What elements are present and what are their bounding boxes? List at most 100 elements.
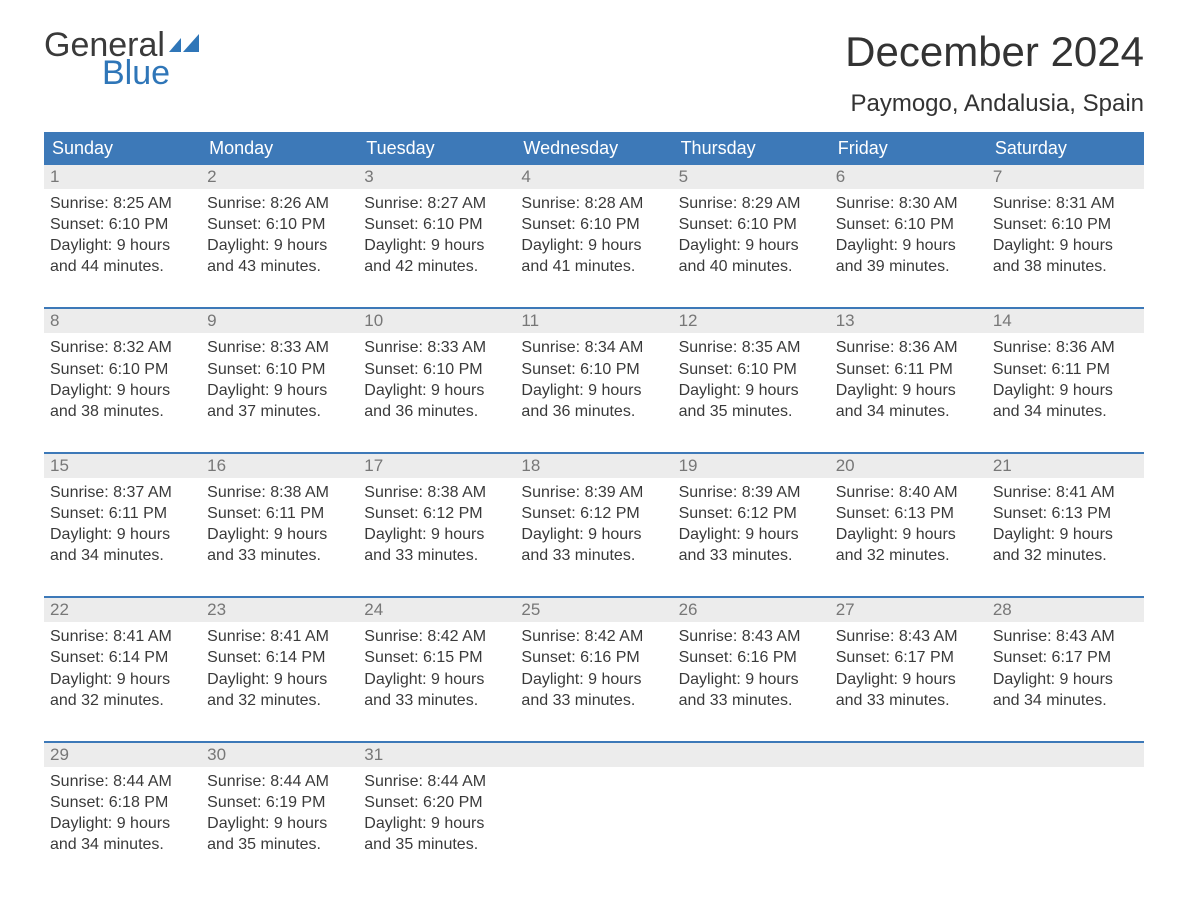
sunrise-line: Sunrise: 8:44 AM (207, 771, 352, 792)
daylight-line-1: Daylight: 9 hours (364, 380, 509, 401)
sunset-line: Sunset: 6:11 PM (207, 503, 352, 524)
day-number-bar: 9 (201, 309, 358, 333)
daylight-line-2: and 33 minutes. (521, 690, 666, 711)
day-cell: 29Sunrise: 8:44 AMSunset: 6:18 PMDayligh… (44, 743, 201, 871)
day-cell: 17Sunrise: 8:38 AMSunset: 6:12 PMDayligh… (358, 454, 515, 582)
day-number: 25 (521, 600, 540, 619)
day-number-bar: 28 (987, 598, 1144, 622)
sunrise-line: Sunrise: 8:42 AM (364, 626, 509, 647)
daylight-line-2: and 39 minutes. (836, 256, 981, 277)
sunrise-line: Sunrise: 8:33 AM (207, 337, 352, 358)
day-cell: 26 Sunrise: 8:43 AMSunset: 6:16 PMDayligh… (673, 598, 830, 726)
day-details: Sunrise: 8:30 AMSunset: 6:10 PMDaylight:… (830, 189, 987, 293)
sunrise-line: Sunrise: 8:38 AM (207, 482, 352, 503)
day-cell (515, 743, 672, 871)
daylight-line-2: and 33 minutes. (364, 690, 509, 711)
day-number-bar: 25 (515, 598, 672, 622)
day-details: Sunrise: 8:33 AMSunset: 6:10 PMDaylight:… (201, 333, 358, 437)
day-cell: 13Sunrise: 8:36 AMSunset: 6:11 PMDayligh… (830, 309, 987, 437)
daylight-line-2: and 33 minutes. (679, 545, 824, 566)
sunset-line: Sunset: 6:10 PM (836, 214, 981, 235)
sunrise-line: Sunrise: 8:30 AM (836, 193, 981, 214)
daylight-line-2: and 36 minutes. (364, 401, 509, 422)
day-number: 14 (993, 311, 1012, 330)
day-number: 22 (50, 600, 69, 619)
daylight-line-1: Daylight: 9 hours (521, 380, 666, 401)
day-details: Sunrise: 8:42 AMSunset: 6:15 PMDaylight:… (358, 622, 515, 726)
daylight-line-2: and 34 minutes. (993, 690, 1138, 711)
day-details: Sunrise: 8:41 AMSunset: 6:14 PMDaylight:… (201, 622, 358, 726)
daylight-line-1: Daylight: 9 hours (50, 380, 195, 401)
sunrise-line: Sunrise: 8:38 AM (364, 482, 509, 503)
daylight-line-1: Daylight: 9 hours (207, 669, 352, 690)
day-number: 29 (50, 745, 69, 764)
day-cell: 15Sunrise: 8:37 AMSunset: 6:11 PMDayligh… (44, 454, 201, 582)
day-number: 20 (836, 456, 855, 475)
daylight-line-1: Daylight: 9 hours (836, 235, 981, 256)
empty-day-bar (987, 743, 1144, 767)
day-number-bar: 19 (673, 454, 830, 478)
day-details: Sunrise: 8:39 AMSunset: 6:12 PMDaylight:… (673, 478, 830, 582)
daylight-line-1: Daylight: 9 hours (993, 380, 1138, 401)
day-number-bar: 7 (987, 165, 1144, 189)
sunset-line: Sunset: 6:18 PM (50, 792, 195, 813)
day-number: 10 (364, 311, 383, 330)
sunrise-line: Sunrise: 8:43 AM (993, 626, 1138, 647)
daylight-line-1: Daylight: 9 hours (836, 380, 981, 401)
day-cell: 14Sunrise: 8:36 AMSunset: 6:11 PMDayligh… (987, 309, 1144, 437)
day-number-bar: 30 (201, 743, 358, 767)
day-cell: 16Sunrise: 8:38 AMSunset: 6:11 PMDayligh… (201, 454, 358, 582)
day-number-bar: 2 (201, 165, 358, 189)
day-cell: 12Sunrise: 8:35 AMSunset: 6:10 PMDayligh… (673, 309, 830, 437)
day-cell (987, 743, 1144, 871)
weekday-header: Saturday (987, 132, 1144, 165)
daylight-line-1: Daylight: 9 hours (993, 669, 1138, 690)
sunrise-line: Sunrise: 8:26 AM (207, 193, 352, 214)
sunset-line: Sunset: 6:16 PM (521, 647, 666, 668)
sunset-line: Sunset: 6:14 PM (50, 647, 195, 668)
daylight-line-1: Daylight: 9 hours (679, 380, 824, 401)
day-details: Sunrise: 8:32 AMSunset: 6:10 PMDaylight:… (44, 333, 201, 437)
daylight-line-2: and 32 minutes. (836, 545, 981, 566)
daylight-line-1: Daylight: 9 hours (50, 669, 195, 690)
day-cell: 6Sunrise: 8:30 AMSunset: 6:10 PMDaylight… (830, 165, 987, 293)
calendar-week: 15Sunrise: 8:37 AMSunset: 6:11 PMDayligh… (44, 452, 1144, 582)
day-cell: 7Sunrise: 8:31 AMSunset: 6:10 PMDaylight… (987, 165, 1144, 293)
day-details: Sunrise: 8:43 AMSunset: 6:17 PMDaylight:… (987, 622, 1144, 726)
sunrise-line: Sunrise: 8:37 AM (50, 482, 195, 503)
sunset-line: Sunset: 6:10 PM (993, 214, 1138, 235)
day-cell: 5Sunrise: 8:29 AMSunset: 6:10 PMDaylight… (673, 165, 830, 293)
sunset-line: Sunset: 6:17 PM (836, 647, 981, 668)
header: General Blue December 2024 Paymogo, Anda… (44, 28, 1144, 118)
day-details: Sunrise: 8:34 AMSunset: 6:10 PMDaylight:… (515, 333, 672, 437)
daylight-line-1: Daylight: 9 hours (993, 524, 1138, 545)
sunrise-line: Sunrise: 8:25 AM (50, 193, 195, 214)
day-number: 13 (836, 311, 855, 330)
daylight-line-1: Daylight: 9 hours (521, 669, 666, 690)
day-number-bar: 17 (358, 454, 515, 478)
sunset-line: Sunset: 6:12 PM (679, 503, 824, 524)
sunset-line: Sunset: 6:10 PM (50, 214, 195, 235)
weekday-header: Thursday (673, 132, 830, 165)
sunrise-line: Sunrise: 8:35 AM (679, 337, 824, 358)
empty-day-bar (515, 743, 672, 767)
sunrise-line: Sunrise: 8:28 AM (521, 193, 666, 214)
day-cell: 8Sunrise: 8:32 AMSunset: 6:10 PMDaylight… (44, 309, 201, 437)
daylight-line-2: and 35 minutes. (364, 834, 509, 855)
day-cell: 18Sunrise: 8:39 AMSunset: 6:12 PMDayligh… (515, 454, 672, 582)
daylight-line-1: Daylight: 9 hours (679, 669, 824, 690)
day-number-bar: 21 (987, 454, 1144, 478)
day-cell: 21Sunrise: 8:41 AMSunset: 6:13 PMDayligh… (987, 454, 1144, 582)
daylight-line-2: and 33 minutes. (836, 690, 981, 711)
day-number: 26 (679, 600, 698, 619)
daylight-line-2: and 35 minutes. (207, 834, 352, 855)
day-number: 23 (207, 600, 226, 619)
daylight-line-1: Daylight: 9 hours (364, 669, 509, 690)
sunset-line: Sunset: 6:10 PM (679, 359, 824, 380)
day-number: 16 (207, 456, 226, 475)
day-number-bar: 5 (673, 165, 830, 189)
day-details: Sunrise: 8:43 AMSunset: 6:16 PMDaylight:… (673, 622, 830, 726)
sunset-line: Sunset: 6:11 PM (836, 359, 981, 380)
day-cell (673, 743, 830, 871)
day-number-bar: 20 (830, 454, 987, 478)
